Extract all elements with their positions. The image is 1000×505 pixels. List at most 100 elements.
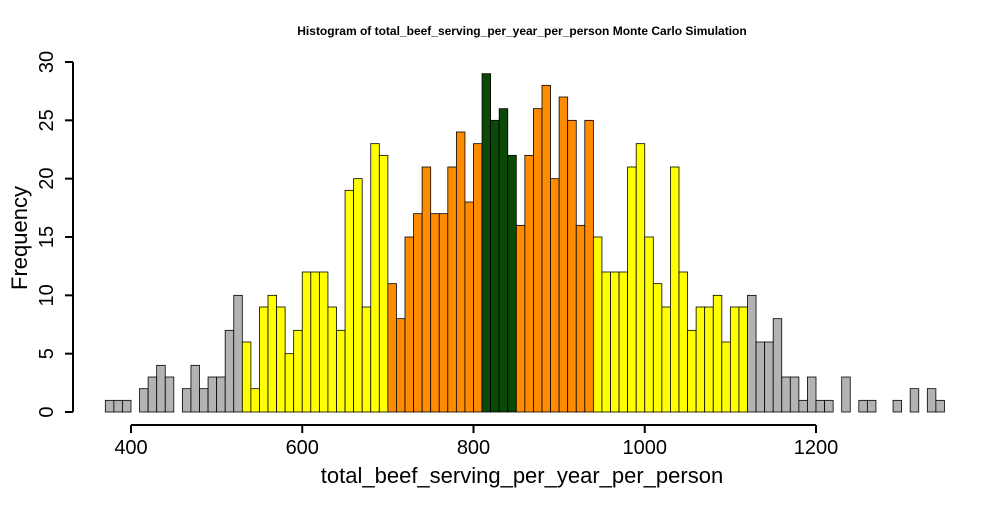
histogram-bar xyxy=(841,376,851,413)
histogram-bar xyxy=(926,388,937,413)
y-tick-label: 5 xyxy=(36,348,58,359)
histogram-bar xyxy=(447,166,457,413)
histogram-bar xyxy=(455,131,466,413)
chart-title: Histogram of total_beef_serving_per_year… xyxy=(297,24,746,38)
histogram-bar xyxy=(430,213,440,413)
histogram-bar xyxy=(473,143,483,413)
histogram-bar xyxy=(541,84,551,413)
histogram-bar xyxy=(404,236,414,413)
histogram-bar xyxy=(866,399,877,413)
x-tick-label: 400 xyxy=(114,437,147,459)
y-tick-label: 0 xyxy=(36,406,58,417)
histogram-bar xyxy=(344,189,355,413)
x-tick-label: 1000 xyxy=(623,437,668,459)
histogram-bar xyxy=(747,294,757,413)
histogram-bar xyxy=(892,399,903,413)
histogram-bar xyxy=(558,96,569,413)
histogram-bar xyxy=(498,108,509,413)
histogram-bar xyxy=(678,271,688,413)
y-tick-label: 10 xyxy=(36,284,58,306)
histogram-bar xyxy=(301,271,312,413)
histogram-bar xyxy=(464,201,474,413)
histogram-bar xyxy=(293,329,303,413)
histogram-bar xyxy=(695,306,706,413)
histogram-bar xyxy=(798,399,808,413)
histogram-bar xyxy=(216,376,226,413)
histogram-bar xyxy=(592,236,603,413)
histogram-bar xyxy=(772,318,783,413)
histogram-bar xyxy=(122,399,132,413)
histogram-bar xyxy=(533,108,543,413)
histogram-bar xyxy=(241,341,252,413)
bars-layer xyxy=(104,73,945,413)
histogram-bar xyxy=(113,399,123,413)
histogram-bar xyxy=(661,306,671,413)
histogram-bar xyxy=(481,73,492,413)
histogram-bar xyxy=(729,306,740,413)
histogram-bar xyxy=(824,399,834,413)
histogram-bar xyxy=(284,353,295,413)
histogram-bar xyxy=(935,399,945,413)
histogram-bar xyxy=(233,294,243,413)
histogram-bar xyxy=(224,329,235,413)
histogram-bar xyxy=(318,271,329,413)
histogram-bar xyxy=(738,306,748,413)
y-tick-label: 30 xyxy=(36,51,58,73)
histogram-bar xyxy=(370,143,380,413)
histogram-bar xyxy=(789,376,800,413)
histogram-bar xyxy=(524,154,534,413)
histogram-bar xyxy=(267,294,277,413)
histogram-bar xyxy=(858,399,868,413)
histogram-bar xyxy=(755,341,766,413)
histogram-bar xyxy=(190,364,200,413)
histogram-bar xyxy=(181,388,192,413)
histogram-bar xyxy=(704,306,714,413)
histogram-bar xyxy=(336,329,346,413)
histogram-bar xyxy=(584,119,594,413)
histogram-bar xyxy=(276,306,286,413)
histogram-bar xyxy=(652,283,663,413)
y-axis: 0 5 10 15 20 25 30 xyxy=(36,51,74,418)
histogram-bar xyxy=(147,376,158,413)
histogram-bar xyxy=(396,318,406,413)
histogram-bar xyxy=(310,271,320,413)
histogram-bar xyxy=(421,166,432,413)
histogram-bar xyxy=(687,329,697,413)
histogram-bar xyxy=(207,376,218,413)
histogram-bar xyxy=(199,388,209,413)
x-tick-label: 600 xyxy=(286,437,319,459)
histogram-bar xyxy=(259,306,269,413)
y-tick-label: 20 xyxy=(36,168,58,190)
y-axis-label: Frequency xyxy=(7,186,32,290)
histogram-bar xyxy=(670,166,680,413)
histogram-bar xyxy=(327,306,337,413)
histogram-bar xyxy=(515,224,526,413)
histogram-bar xyxy=(353,178,363,413)
histogram-bar xyxy=(601,271,611,413)
histogram-bar xyxy=(909,388,920,413)
histogram-bar xyxy=(139,388,149,413)
x-tick-label: 1200 xyxy=(794,437,839,459)
x-axis: 400 600 800 1000 1200 xyxy=(114,424,839,459)
histogram-bar xyxy=(815,399,825,413)
histogram-bar xyxy=(438,213,449,413)
x-tick-label: 800 xyxy=(457,437,490,459)
histogram-bar xyxy=(104,399,115,413)
histogram-bar xyxy=(413,213,423,413)
histogram-bar xyxy=(712,294,723,413)
histogram-bar xyxy=(764,341,774,413)
histogram-bar xyxy=(156,364,166,413)
histogram-bar xyxy=(490,119,500,413)
y-tick-label: 25 xyxy=(36,109,58,131)
x-axis-label: total_beef_serving_per_year_per_person xyxy=(321,463,723,488)
histogram-bar xyxy=(387,283,397,413)
histogram-bar xyxy=(550,178,560,413)
histogram-bar xyxy=(575,224,586,413)
histogram-bar xyxy=(507,154,517,413)
histogram-bar xyxy=(644,236,654,413)
histogram-bar xyxy=(781,376,791,413)
histogram-bar xyxy=(164,376,175,413)
histogram-bar xyxy=(721,341,731,413)
